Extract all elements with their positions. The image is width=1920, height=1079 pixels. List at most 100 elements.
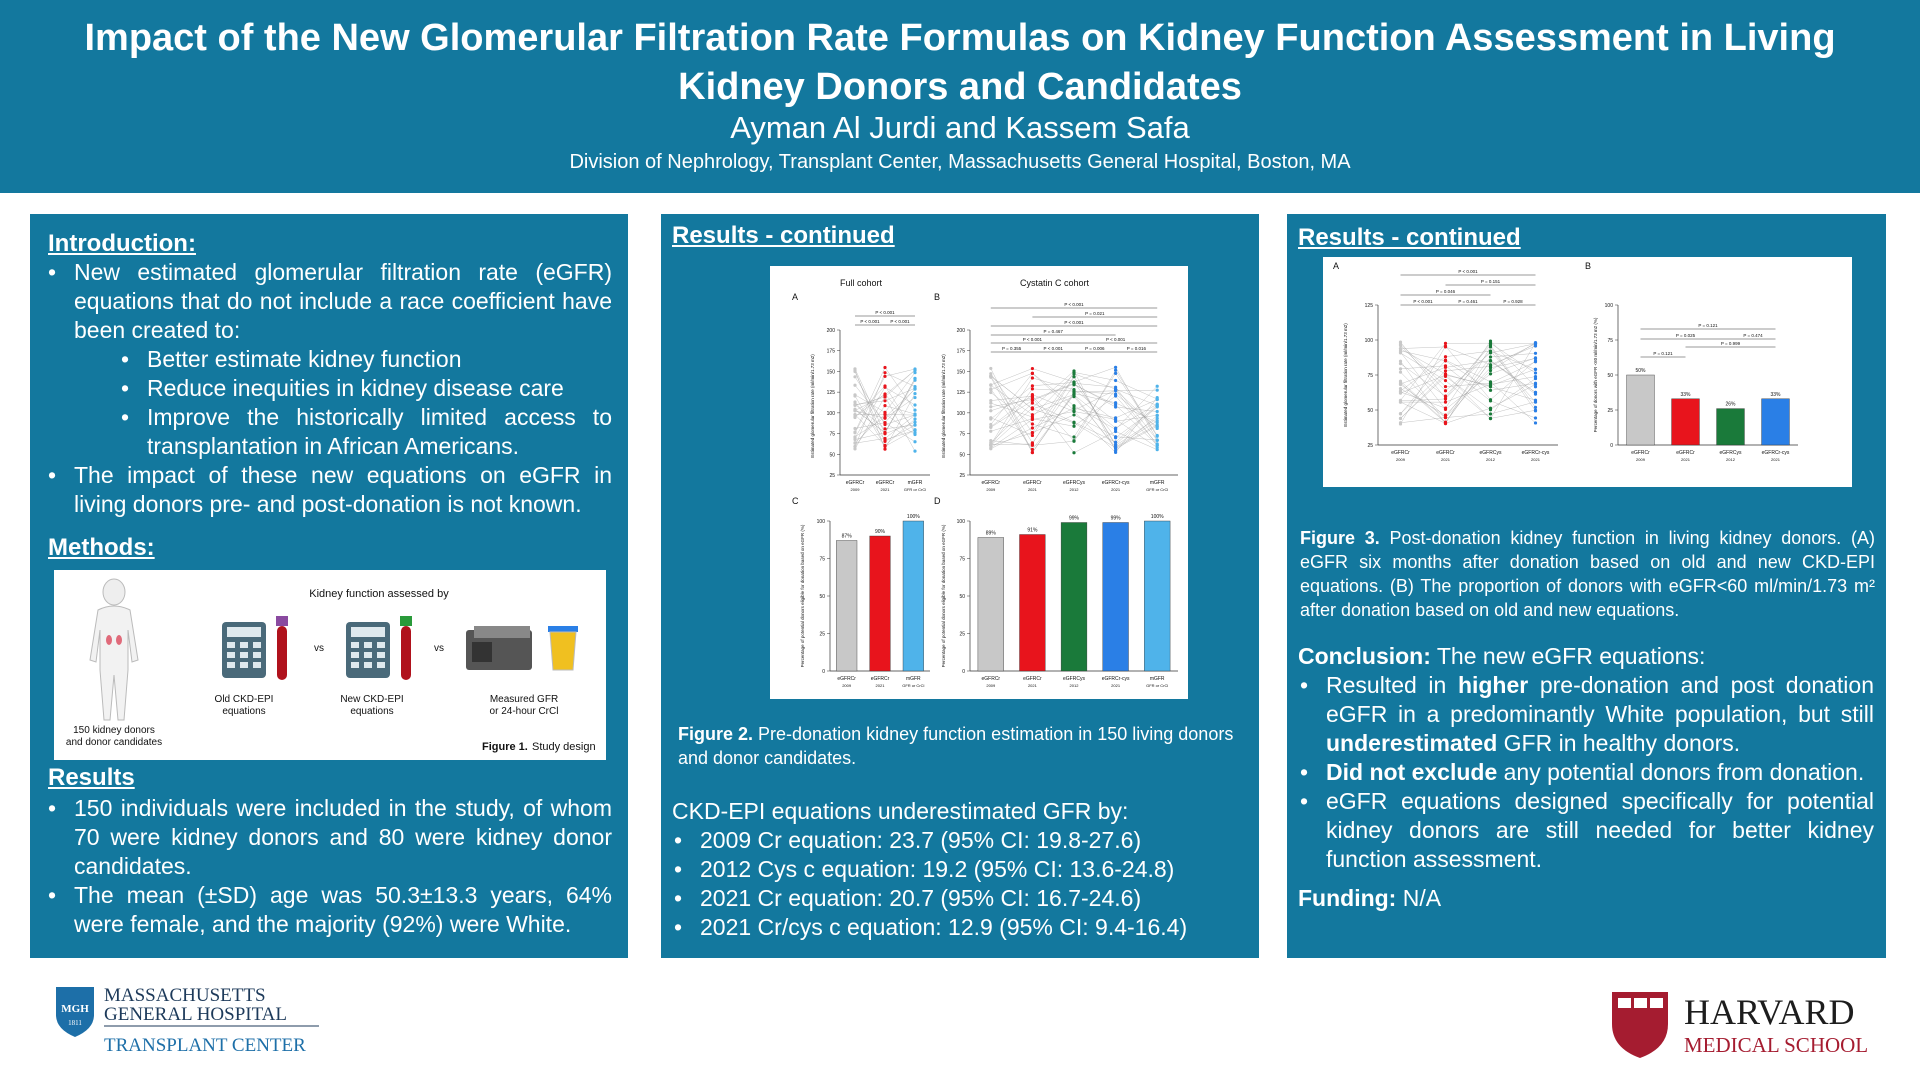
p-value-label: P < 0.001 <box>1413 299 1433 304</box>
bar-value-label: 91% <box>1027 528 1038 534</box>
data-point <box>1114 436 1118 440</box>
data-point <box>989 425 993 430</box>
vs-1: vs <box>314 643 324 654</box>
data-point <box>1114 429 1118 434</box>
data-point <box>883 443 887 448</box>
x-tick-sublabel: 2012 <box>1726 457 1736 462</box>
x-tick-label: eGFRCr <box>1023 480 1042 486</box>
y-tick-label: 100 <box>827 411 836 417</box>
y-tick-label: 175 <box>957 349 966 355</box>
x-tick-label: eGFRCr <box>1676 450 1695 456</box>
intro-bullet-1: New estimated glomerular filtration rate… <box>46 258 612 461</box>
data-point <box>989 438 993 443</box>
svg-text:equations: equations <box>350 706 393 717</box>
data-point <box>989 409 993 413</box>
x-tick-sublabel: 2021 <box>1681 457 1691 462</box>
data-point <box>1030 376 1034 380</box>
data-point <box>1030 398 1034 403</box>
results-heading: Results <box>48 764 135 791</box>
data-point <box>913 387 917 391</box>
data-point <box>1533 421 1538 425</box>
human-body-icon <box>89 578 139 721</box>
data-point <box>853 393 857 397</box>
harvard-name: HARVARD <box>1684 992 1855 1032</box>
data-point <box>1533 359 1538 363</box>
panel-title: Cystatin C cohort <box>1020 278 1090 288</box>
y-tick-label: 25 <box>959 632 965 638</box>
paired-line <box>1400 345 1536 365</box>
paired-line <box>1400 350 1536 391</box>
data-point <box>883 412 887 416</box>
mgh-logo: MGH 1811 MASSACHUSETTS GENERAL HOSPITAL … <box>54 983 324 1059</box>
data-point <box>1398 390 1403 394</box>
p-value-label: P < 0.001 <box>890 319 910 324</box>
y-tick-label: 25 <box>819 632 825 638</box>
data-point <box>883 395 887 399</box>
data-point <box>1030 426 1034 430</box>
paired-line <box>1400 342 1536 419</box>
data-point <box>1398 386 1403 391</box>
results3-heading: Results - continued <box>1298 224 1521 251</box>
poster-title: Impact of the New Glomerular Filtration … <box>84 17 1836 108</box>
data-point <box>1533 371 1538 375</box>
x-tick-label: eGFRCr <box>1631 450 1650 456</box>
x-tick-label: eGFRCys <box>1480 450 1502 456</box>
data-point <box>1114 403 1118 407</box>
data-point <box>1155 433 1159 438</box>
figure-2-plots: Full cohort Cystatin C cohort A B C D 25 50 75 10… <box>792 278 1178 688</box>
x-tick-label: mGFR <box>1150 676 1165 682</box>
panel-letter: B <box>1585 261 1591 271</box>
bar-value-label: 87% <box>842 534 853 540</box>
figure-1-study-design: 150 kidney donors and donor candidates K… <box>54 570 606 760</box>
y-tick-label: 125 <box>1365 303 1374 309</box>
data-point <box>1488 382 1493 386</box>
bar-value-label: 90% <box>875 529 886 535</box>
data-point <box>1072 369 1076 373</box>
y-tick-label: 125 <box>957 390 966 396</box>
svg-text:New CKD-EPI: New CKD-EPI <box>340 694 403 705</box>
data-point <box>853 383 857 387</box>
data-point <box>1398 370 1403 374</box>
svg-text:MGH: MGH <box>61 1003 89 1015</box>
data-point <box>853 415 857 419</box>
x-tick-sublabel: 2021 <box>1111 683 1121 688</box>
data-point <box>1443 374 1448 378</box>
data-point <box>1443 406 1448 410</box>
data-point <box>1155 405 1159 409</box>
bar-value-label: 33% <box>1770 392 1781 398</box>
x-tick-label: eGFRCr <box>981 676 1000 682</box>
data-point <box>1533 342 1538 346</box>
y-tick-label: 75 <box>819 557 825 563</box>
x-tick-label: eGFRCr <box>981 480 1000 486</box>
fig3-caption: Figure 3. Post-donation kidney function … <box>1300 528 1875 620</box>
y-axis-title: Percentage of potential donors eligible … <box>800 524 805 667</box>
intro-sub-3: Improve the historically limited access … <box>119 403 612 461</box>
panel-results-continued-1: Results - continued Full cohort Cystatin … <box>661 214 1259 958</box>
p-value-label: P = 0.474 <box>1743 333 1763 338</box>
p-value-label: P = 0.928 <box>1503 299 1523 304</box>
x-tick-label: eGFRCr <box>846 480 865 486</box>
paired-line <box>1400 346 1536 424</box>
data-point <box>853 444 857 449</box>
data-point <box>1072 421 1076 425</box>
paired-line <box>1400 360 1536 393</box>
p-value-label: P < 0.001 <box>1458 269 1478 274</box>
results-bullet-1: 150 individuals were included in the stu… <box>46 794 612 881</box>
data-point <box>989 401 993 405</box>
data-point <box>989 443 993 448</box>
bar <box>836 540 858 672</box>
p-value-label: P = 0.999 <box>1721 341 1741 346</box>
y-tick-label: 100 <box>957 411 966 417</box>
data-point <box>913 391 917 396</box>
data-point <box>1533 385 1538 389</box>
y-tick-label: 100 <box>817 519 826 525</box>
x-tick-label: eGFRCr <box>837 676 856 682</box>
data-point <box>989 390 993 395</box>
x-tick-label: eGFRCr-cys <box>1762 450 1790 456</box>
data-point <box>883 404 887 408</box>
x-tick-label: mGFR <box>908 480 923 486</box>
data-point <box>1488 399 1493 403</box>
data-point <box>1443 372 1448 376</box>
data-point <box>1443 369 1448 373</box>
data-point <box>1533 376 1538 381</box>
